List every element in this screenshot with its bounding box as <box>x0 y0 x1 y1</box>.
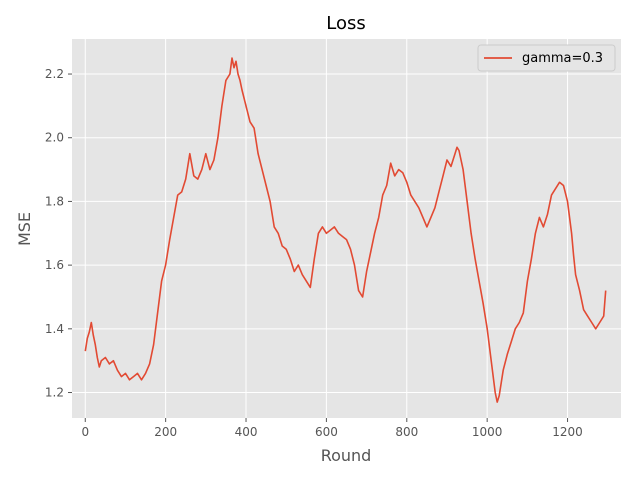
y-axis-title: MSE <box>15 212 34 246</box>
x-axis-title: Round <box>321 446 372 465</box>
chart-title: Loss <box>326 13 365 34</box>
legend-box <box>477 44 616 72</box>
legend: gamma=0.3 <box>477 44 616 72</box>
legend-label: gamma=0.3 <box>522 51 603 66</box>
series-layer <box>84 57 607 403</box>
x-tick-label: 0 <box>81 425 89 439</box>
series-line <box>84 57 607 403</box>
y-tick-label: 2.0 <box>45 131 64 145</box>
y-tick-label: 1.6 <box>45 258 64 272</box>
y-tick-label: 2.2 <box>45 67 64 81</box>
x-tick-label: 400 <box>235 425 258 439</box>
y-tick-label: 1.4 <box>45 322 64 336</box>
x-tick-label: 1000 <box>472 425 503 439</box>
x-tick-label: 600 <box>315 425 338 439</box>
y-tick-label: 1.2 <box>45 386 64 400</box>
x-tick-label: 200 <box>154 425 177 439</box>
x-tick-label: 1200 <box>552 425 583 439</box>
x-tick-label: 800 <box>395 425 418 439</box>
axis-ticks: 0 200 400 600 800 1000 1200 1.2 1.4 1.6 1.8 2.0 2.2 <box>45 67 583 439</box>
y-tick-label: 1.8 <box>45 194 64 208</box>
plot-background <box>72 39 621 418</box>
